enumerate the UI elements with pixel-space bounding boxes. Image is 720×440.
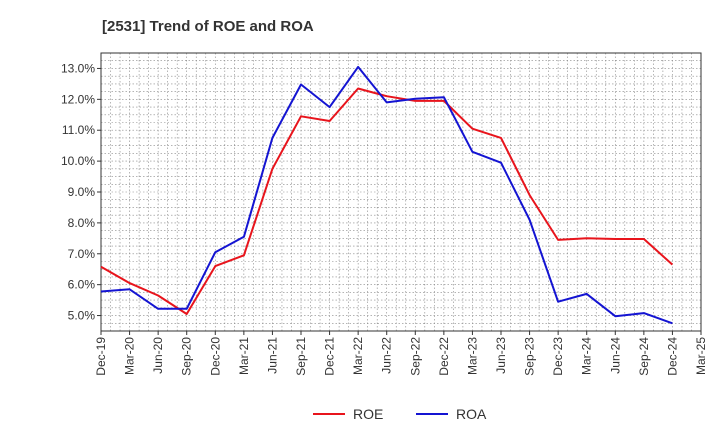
x-tick-label: Mar-23 (465, 337, 479, 375)
legend-label-roe: ROE (353, 406, 383, 422)
legend: ROE ROA (313, 406, 487, 422)
x-tick-label: Dec-22 (437, 337, 451, 376)
x-tick-label: Jun-20 (151, 337, 165, 374)
x-tick-label: Sep-24 (637, 337, 651, 376)
chart-title: [2531] Trend of ROE and ROA (102, 18, 314, 35)
x-tick-label: Dec-24 (665, 337, 679, 376)
x-tick-label: Mar-20 (123, 337, 137, 375)
plot-background (101, 53, 701, 331)
y-tick-label: 8.0% (68, 216, 96, 230)
x-tick-label: Sep-21 (294, 337, 308, 376)
x-tick-label: Dec-23 (551, 337, 565, 376)
y-tick-label: 5.0% (68, 309, 96, 323)
x-tick-label: Mar-21 (237, 337, 251, 375)
plot-area: 5.0% 6.0% 7.0% 8.0% 9.0% 10.0% 11.0% 12.0% 13.0%… (61, 52, 708, 376)
x-tick-label: Jun-23 (494, 337, 508, 374)
y-tick-label: 12.0% (61, 92, 95, 106)
x-tick-label: Jun-24 (608, 337, 622, 374)
y-tick-label: 11.0% (62, 123, 95, 137)
x-tick-label: Mar-22 (351, 337, 365, 375)
y-tick-label: 13.0% (61, 61, 95, 75)
x-tick-label: Mar-25 (694, 337, 708, 375)
x-tick-label: Sep-23 (523, 337, 537, 376)
series-line-roa (100, 65, 673, 325)
x-tick-label: Dec-21 (323, 337, 337, 376)
x-tick-label: Jun-22 (380, 337, 394, 374)
x-tick-label: Dec-19 (94, 337, 108, 376)
x-tick-label: Dec-20 (208, 337, 222, 376)
y-tick-label: 9.0% (68, 185, 96, 199)
x-tick-label: Sep-22 (408, 337, 422, 376)
series-line-roe (100, 87, 674, 315)
x-tick-label: Jun-21 (265, 337, 279, 374)
legend-label-roa: ROA (456, 406, 487, 422)
x-tick-label: Mar-24 (580, 337, 594, 375)
x-tick-label: Sep-20 (180, 337, 194, 376)
y-tick-label: 10.0% (61, 154, 95, 168)
y-tick-label: 7.0% (68, 247, 96, 261)
y-tick-label: 6.0% (68, 278, 96, 292)
